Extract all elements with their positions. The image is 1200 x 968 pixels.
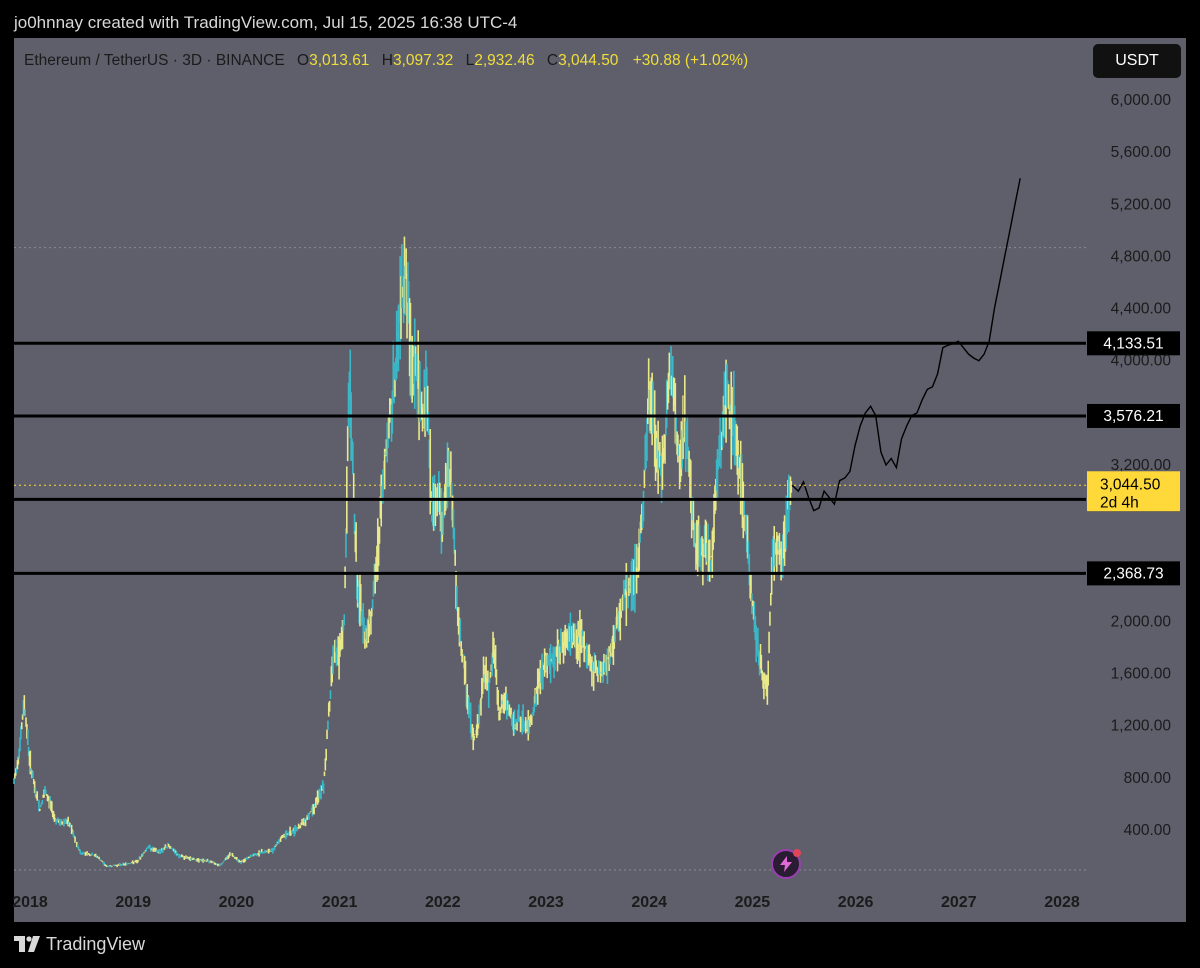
time-tick-label: 2028 — [1044, 894, 1080, 911]
price-axis[interactable] — [1086, 38, 1186, 880]
tradingview-logo-icon — [14, 936, 40, 952]
high-value: 3,097.32 — [392, 52, 454, 69]
tradingview-logo[interactable]: TradingView — [14, 933, 145, 955]
high-label: H — [381, 52, 393, 69]
level-price-label-bg — [1087, 331, 1180, 356]
price-tick-label: 400.00 — [1124, 822, 1172, 839]
price-tick-label: 2,000.00 — [1111, 613, 1172, 630]
lightning-icon[interactable] — [771, 849, 801, 879]
symbol-name[interactable]: Ethereum / TetherUS · 3D · BINANCE — [24, 52, 285, 69]
price-candles — [13, 236, 793, 868]
symbol-legend: Ethereum / TetherUS · 3D · BINANCE O3,01… — [24, 52, 748, 70]
chart-attribution-caption: jo0hnnay created with TradingView.com, J… — [14, 13, 518, 32]
low-label: L — [465, 52, 475, 69]
price-tick-label: 6,000.00 — [1111, 92, 1172, 109]
level-price-label-bg — [1087, 403, 1180, 428]
open-label: O — [297, 52, 310, 69]
time-tick-label: 2018 — [12, 894, 48, 911]
price-tick-label: 3,200.00 — [1111, 457, 1172, 474]
time-tick-label: 2020 — [219, 894, 255, 911]
time-tick-label: 2022 — [425, 894, 461, 911]
axis-corner — [1086, 880, 1186, 922]
time-tick-label: 2019 — [115, 894, 151, 911]
time-axis[interactable] — [14, 880, 1086, 922]
currency-button[interactable]: USDT — [1093, 44, 1181, 78]
chart-plot-area[interactable] — [14, 38, 1086, 880]
tradingview-brand: TradingView — [46, 933, 146, 954]
close-value: 3,044.50 — [558, 52, 619, 69]
price-tick-label: 5,200.00 — [1111, 196, 1172, 213]
price-tick-label: 4,000.00 — [1111, 353, 1172, 370]
price-change: +30.88 (+1.02%) — [632, 52, 749, 69]
price-tick-label: 4,800.00 — [1111, 248, 1172, 265]
low-value: 2,932.46 — [474, 52, 535, 69]
current-price-label-bg — [1087, 471, 1180, 512]
close-label: C — [546, 52, 559, 69]
open-value: 3,013.61 — [309, 52, 370, 69]
time-tick-label: 2027 — [941, 894, 977, 911]
candle-countdown-label: 2d 4h — [1100, 494, 1139, 511]
level-price-label: 2,368.73 — [1103, 565, 1163, 582]
price-tick-label: 5,600.00 — [1111, 144, 1172, 161]
price-tick-label: 1,200.00 — [1111, 718, 1172, 735]
level-price-label-bg — [1087, 561, 1180, 586]
price-tick-label: 1,600.00 — [1111, 666, 1172, 683]
time-tick-label: 2023 — [528, 894, 564, 911]
price-tick-label: 4,400.00 — [1111, 301, 1172, 318]
current-price-label: 3,044.50 — [1100, 476, 1161, 493]
time-tick-label: 2024 — [631, 894, 667, 911]
notification-dot — [793, 849, 801, 857]
level-price-label: 4,133.51 — [1103, 335, 1163, 352]
price-tick-label: 800.00 — [1124, 770, 1172, 787]
time-tick-label: 2025 — [735, 894, 771, 911]
time-tick-label: 2021 — [322, 894, 358, 911]
level-price-label: 3,576.21 — [1103, 408, 1163, 425]
time-tick-label: 2026 — [838, 894, 874, 911]
